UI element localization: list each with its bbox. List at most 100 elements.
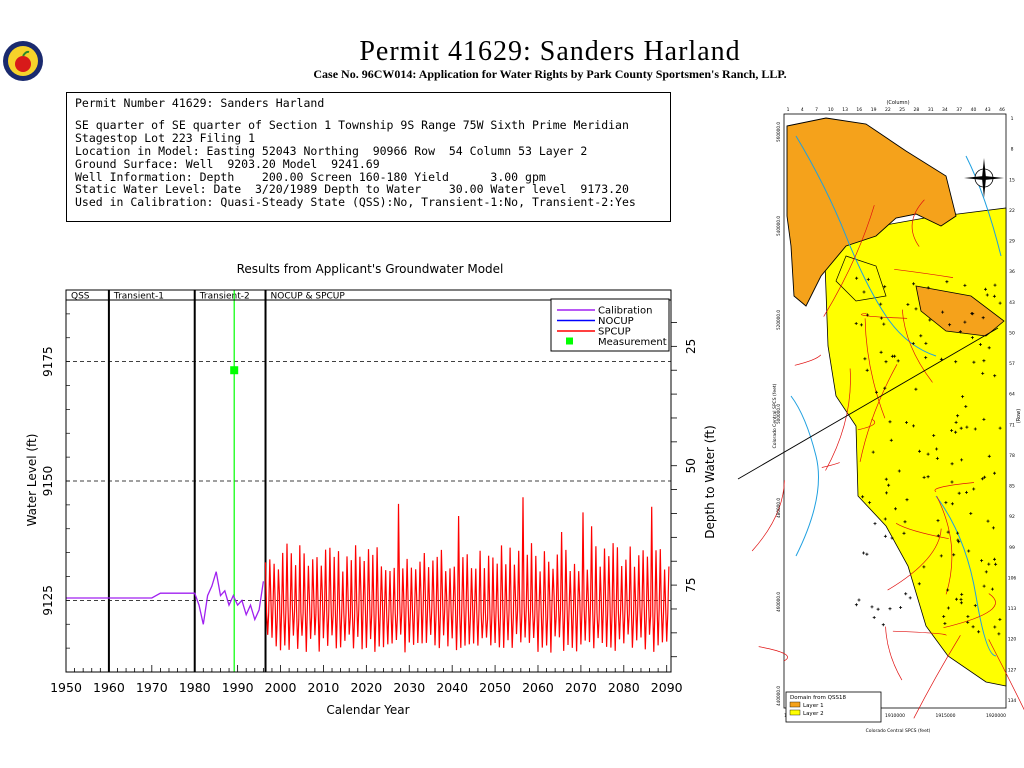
map-well-marker [906,303,910,306]
map-well-marker [862,290,866,294]
map-well-marker [939,554,943,558]
map-road [758,646,788,662]
map-top-tick-label: 13 [842,107,848,113]
map-well-marker [942,615,946,618]
map-well-marker [926,286,930,290]
map-legend-layer2: Layer 2 [803,711,824,717]
map-well-marker [982,417,986,421]
info-line: SE quarter of SE quarter of Section 1 To… [75,117,629,132]
map-well-marker [970,336,974,340]
map-right-tick-label: 15 [1009,177,1015,183]
map-well-marker [865,552,869,556]
map-well-marker [973,604,977,608]
map-left-tick-label: 480000.0 [776,498,781,518]
map-well-marker [964,405,968,408]
map-river [790,395,819,557]
legend-label: NOCUP [598,316,634,327]
map-well-marker [883,534,887,538]
map-left-tick-label: 520000.0 [776,310,781,330]
map-well-marker [987,562,991,566]
map-road [821,462,840,468]
map-well-marker [914,387,918,391]
map-top-tick-label: 25 [899,107,905,113]
map-well-marker [965,425,969,429]
map-well-marker [881,623,885,627]
map-well-marker [998,426,1002,430]
x-tick-label: 1990 [222,680,254,695]
map-well-marker [960,592,964,596]
map-right-tick-label: 36 [1009,269,1015,275]
x-tick-label: 2020 [350,680,382,695]
x-tick-label: 2080 [608,680,640,695]
map-road [857,418,876,431]
info-line: Well Information: Depth 200.00 Screen 16… [75,169,546,184]
map-well-marker [863,357,867,361]
period-label: NOCUP & SPCUP [271,292,346,302]
map-legend: Domain from QSS18 Layer 1 Layer 2 [785,691,882,723]
map-well-marker [980,477,984,481]
map-well-marker [896,359,900,363]
map-base [737,113,1024,719]
map-road [892,630,947,636]
map-well-marker [902,531,906,535]
map-well-marker [865,368,869,372]
map-well-marker [897,469,901,473]
map-right-tick-label: 113 [1008,606,1017,612]
map-road [901,309,933,383]
x-tick-label: 2060 [522,680,554,695]
map-well-marker [879,350,883,354]
chart-series [66,290,670,672]
map-river [965,155,1002,257]
map-well-marker [969,512,973,515]
map-well-marker [861,495,865,499]
map-left-tick-label: 540000.0 [776,216,781,236]
map-top-tick-label: 7 [815,107,818,113]
page-subtitle: Case No. 96CW014: Application for Water … [313,67,787,81]
map-layer1-region [786,117,957,307]
x-tick-label: 2040 [436,680,468,695]
map-top-tick-label: 10 [828,107,834,113]
map-well-marker [873,522,877,526]
map-top-tick-label: 40 [971,107,977,113]
map-well-marker [991,526,995,530]
map-well-marker [917,582,921,586]
map-well-marker [954,420,958,424]
map-well-marker [998,618,1002,621]
page-title: Permit 41629: Sanders Harland [359,36,741,67]
map-well-marker [882,322,886,326]
map-well-marker [875,390,878,394]
map-well-marker [982,359,986,363]
map-right-tick-label: 92 [1009,514,1015,520]
map-well-marker [950,480,954,484]
series-spcup-line [264,497,670,653]
map-right-tick-label: 8 [1011,147,1014,153]
map-well-marker [954,360,958,364]
map-well-marker [959,597,963,601]
map-road [913,635,961,719]
x-tick-label: 2090 [651,680,683,695]
map-well-marker [956,414,960,418]
map-well-marker [908,596,912,600]
map-well-marker [984,287,987,291]
map-well-marker [855,276,859,280]
map-well-marker [957,491,961,495]
map-well-marker [890,536,894,540]
map-well-marker [905,498,909,502]
map-well-marker [978,343,982,346]
map-well-marker [977,630,981,634]
map-legend-layer1: Layer 1 [803,703,824,709]
map-road [885,626,903,681]
map-well-marker [959,601,963,605]
map-legend-title: Domain from QSS18 [790,695,846,701]
legend-label: SPCUP [598,327,631,338]
x-tick-label: 1960 [93,680,125,695]
map-well-marker [914,307,918,311]
map-right-tick-label: 71 [1009,422,1015,428]
map-right-label: (Row) [1016,409,1022,423]
map-top-tick-label: 22 [885,107,891,113]
map-well-marker [889,438,893,442]
map-well-marker [966,620,970,624]
map-well-marker [905,421,908,424]
map-well-marker [992,294,996,298]
map-well-marker [997,632,1001,636]
